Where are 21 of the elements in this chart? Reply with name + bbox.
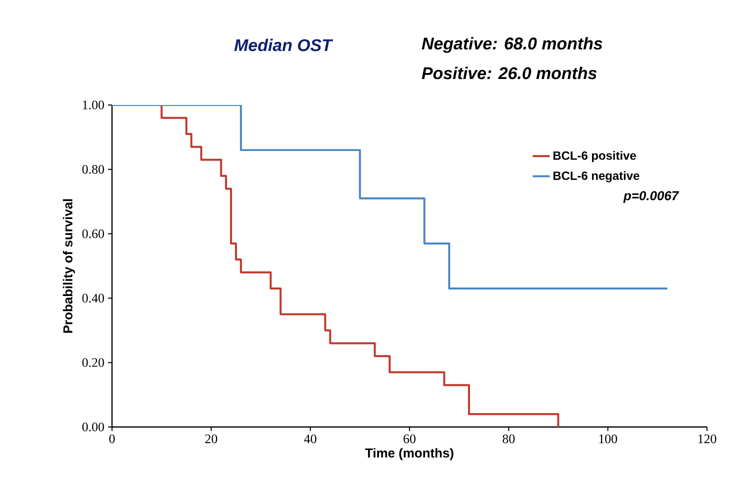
y-tick-label: 0.20 [82,358,104,367]
x-tick-label: 0 [109,434,115,444]
x-tick-label: 120 [698,434,716,444]
legend-label: BCL-6 positive [553,151,636,162]
legend-label: BCL-6 negative [553,171,640,182]
text: Positive: 26.0 months [422,66,597,80]
y-axis-title: Probability of survival [62,199,75,333]
y-tick-label: 0.60 [82,229,104,238]
y-tick-label: 0.00 [82,422,104,432]
x-axis-title: Time (months) [365,448,454,460]
chart-title: Median OST [234,38,334,52]
x-tick-label: 20 [205,434,218,444]
y-tick-label: 0.80 [82,164,104,174]
x-tick-label: 60 [404,434,416,444]
y-tick-label: 0.40 [82,294,104,303]
x-tick-label: 80 [502,434,515,444]
y-tick-label: 1.00 [82,100,104,110]
annotation: p=0.0067 [623,191,680,203]
text: Negative: 68.0 months [422,37,602,53]
x-tick-label: 100 [599,434,618,444]
x-tick-label: 40 [304,434,316,444]
